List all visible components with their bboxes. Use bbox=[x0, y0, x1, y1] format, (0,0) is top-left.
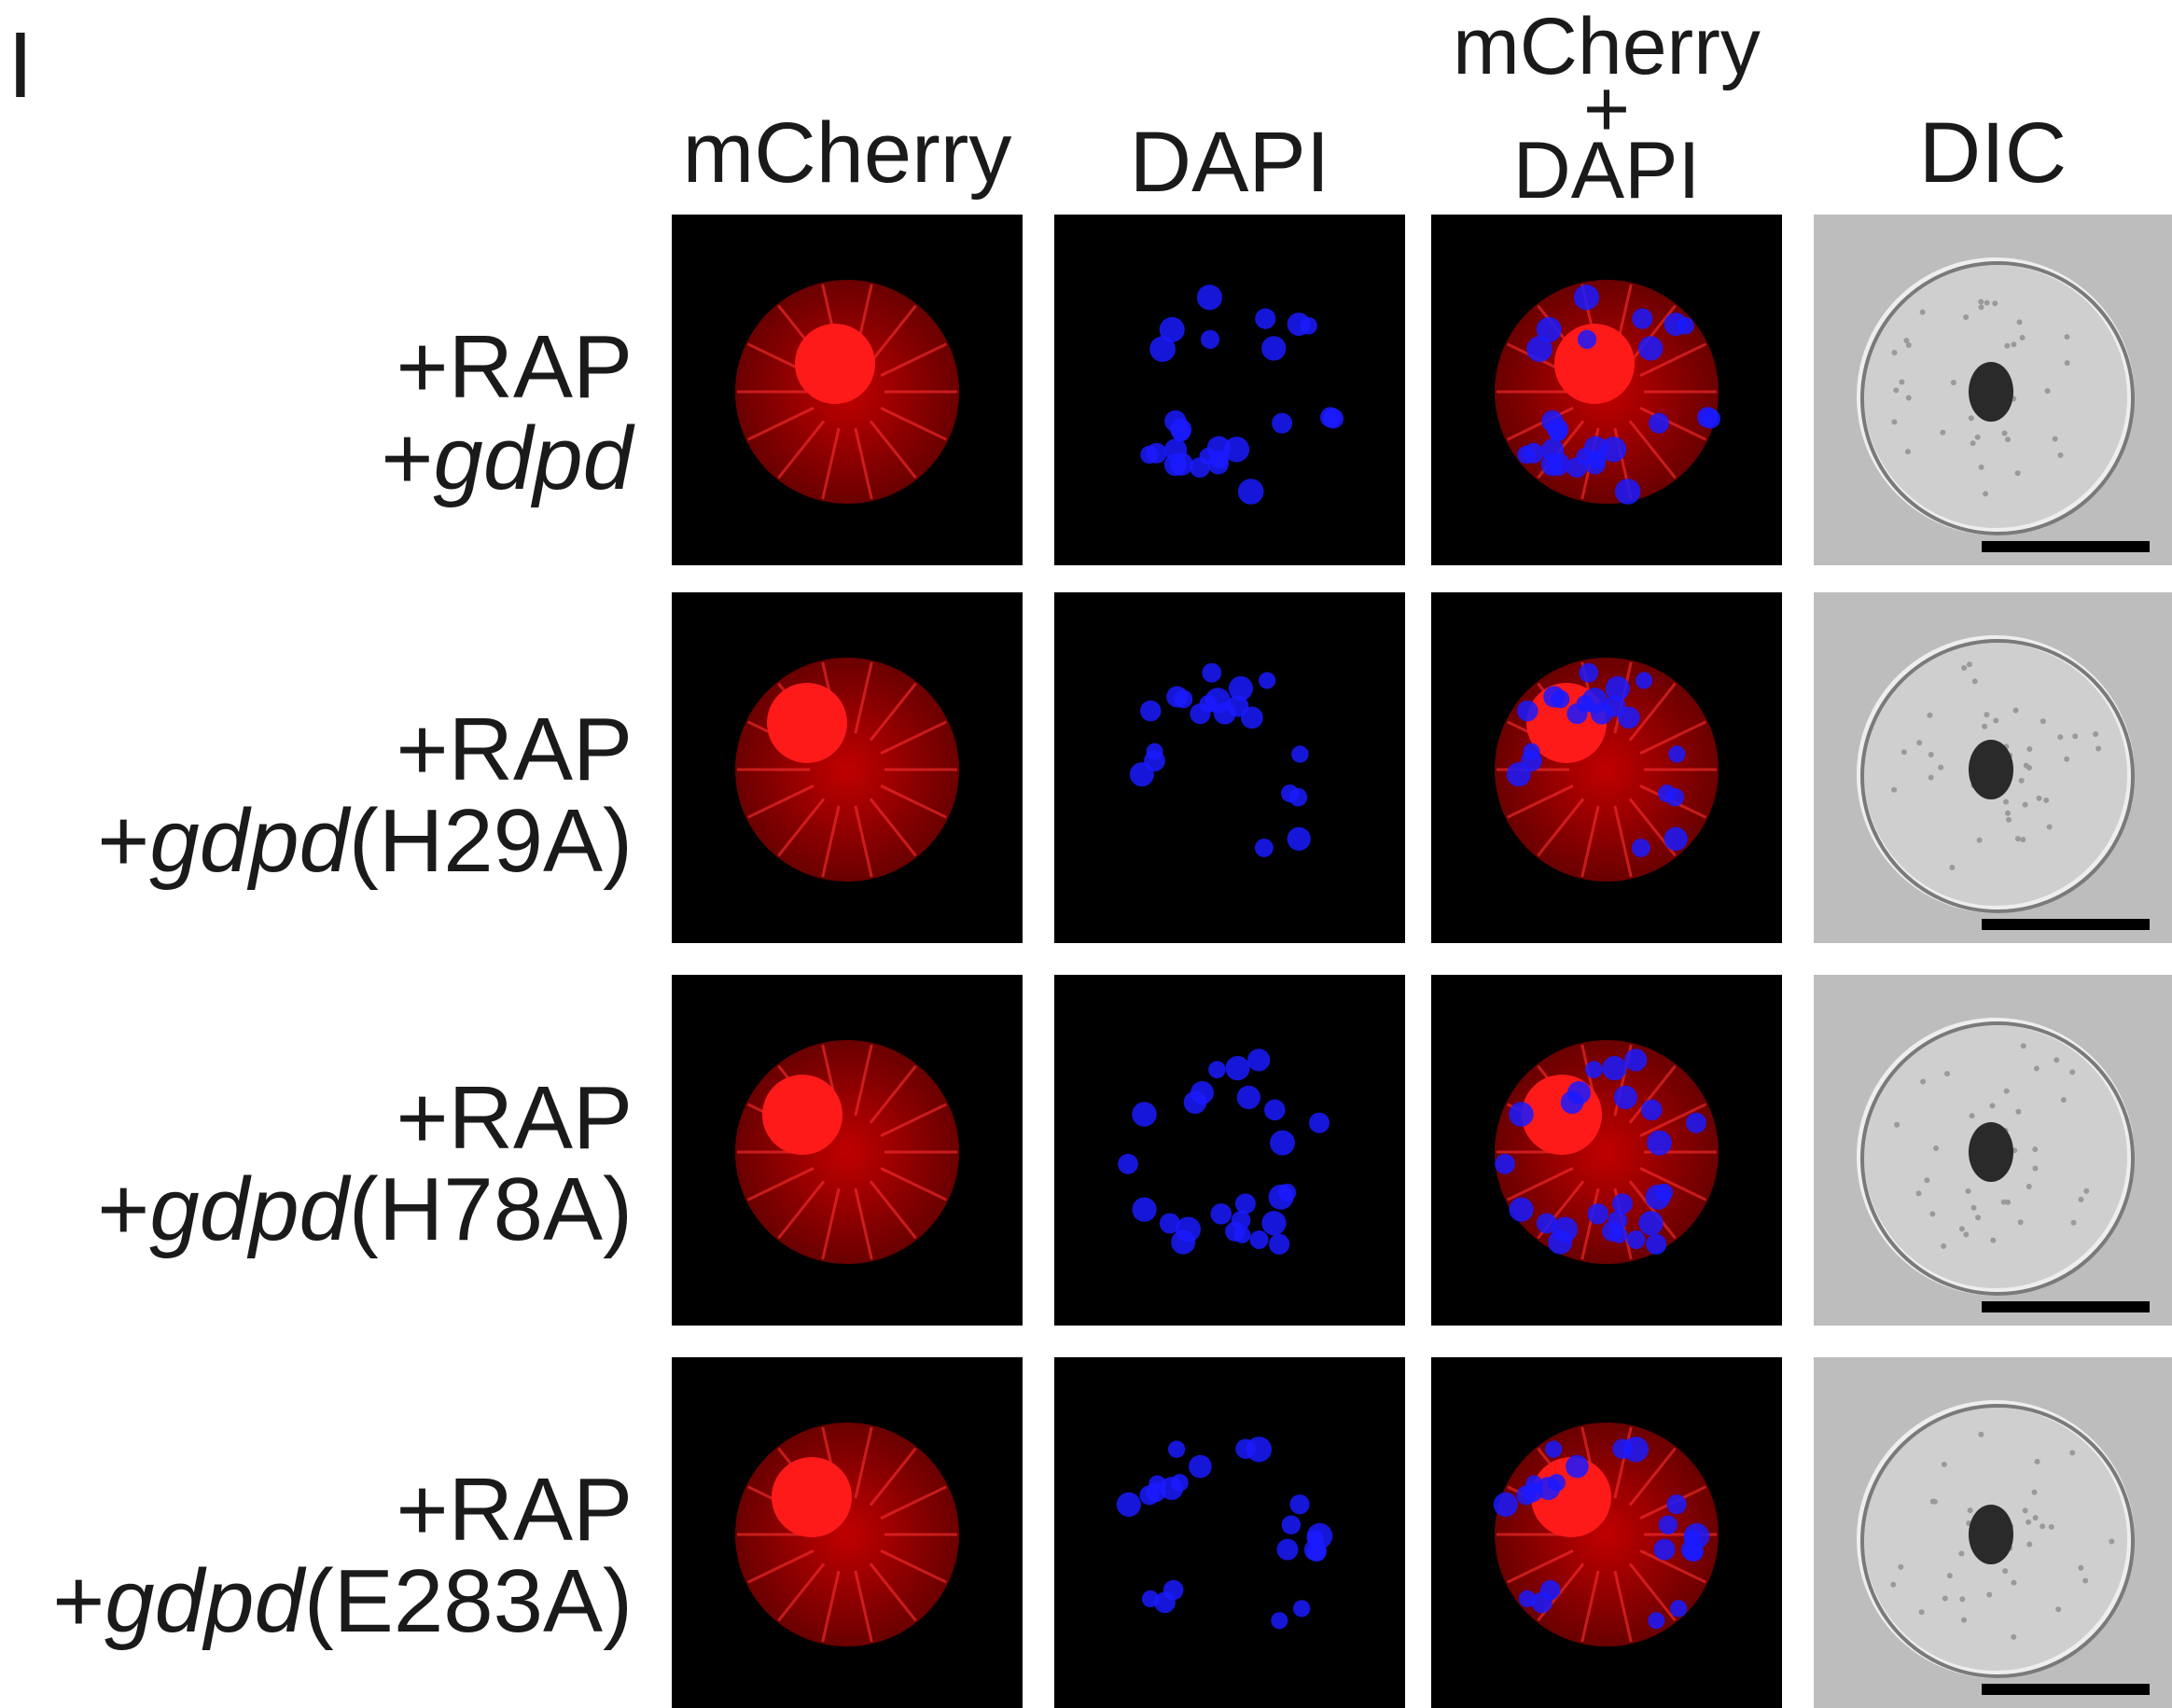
micrograph-dic-row-1 bbox=[1814, 215, 2172, 565]
panel-letter: I bbox=[7, 13, 34, 118]
micrograph-dapi-row-1 bbox=[1054, 215, 1405, 565]
micrograph-dapi-row-3 bbox=[1054, 975, 1405, 1326]
gene-name: gdpd bbox=[149, 790, 349, 891]
row-label-3: +RAP +gdpd(H78A) bbox=[97, 1073, 633, 1256]
gene-name: gdpd bbox=[149, 1159, 349, 1259]
micrograph-merge-row-4 bbox=[1431, 1357, 1782, 1708]
micrograph-mcherry-row-1 bbox=[672, 215, 1023, 565]
micrograph-merge-row-3 bbox=[1431, 975, 1782, 1326]
micrograph-dic-row-2 bbox=[1814, 592, 2172, 943]
scale-bar bbox=[1982, 1684, 2150, 1695]
scale-bar bbox=[1982, 1301, 2150, 1312]
row-label-4-line2: +gdpd(E283A) bbox=[52, 1550, 633, 1651]
column-header-merge: mCherry + DAPI bbox=[1431, 2, 1782, 216]
micrograph-mcherry-row-2 bbox=[672, 592, 1023, 943]
micrograph-merge-row-1 bbox=[1431, 215, 1782, 565]
column-header-dapi: DAPI bbox=[1129, 115, 1330, 210]
row-label-3-line1: +RAP bbox=[396, 1068, 633, 1168]
micrograph-mcherry-row-4 bbox=[672, 1357, 1023, 1708]
row-label-2: +RAP +gdpd(H29A) bbox=[97, 704, 633, 887]
row-label-1-line1: +RAP bbox=[396, 317, 633, 417]
row-label-1: +RAP +gdpd bbox=[381, 322, 633, 505]
row-label-3-line2: +gdpd(H78A) bbox=[97, 1159, 633, 1259]
scale-bar bbox=[1982, 919, 2150, 930]
micrograph-mcherry-row-3 bbox=[672, 975, 1023, 1326]
row-label-2-line2: +gdpd(H29A) bbox=[97, 790, 633, 891]
gene-name: gdpd bbox=[433, 408, 633, 508]
micrograph-dic-row-3 bbox=[1814, 975, 2172, 1326]
row-label-4: +RAP +gdpd(E283A) bbox=[52, 1465, 633, 1647]
micrograph-dic-row-4 bbox=[1814, 1357, 2172, 1708]
micrograph-dapi-row-4 bbox=[1054, 1357, 1405, 1708]
row-label-1-line2: +gdpd bbox=[381, 408, 633, 508]
merge-header-line1: mCherry bbox=[1453, 2, 1761, 91]
merge-header-line3: DAPI bbox=[1512, 126, 1701, 216]
row-label-2-line1: +RAP bbox=[396, 700, 633, 799]
micrograph-dapi-row-2 bbox=[1054, 592, 1405, 943]
column-header-mcherry: mCherry bbox=[682, 105, 1012, 201]
micrograph-merge-row-2 bbox=[1431, 592, 1782, 943]
gene-name: gdpd bbox=[104, 1550, 304, 1651]
scale-bar bbox=[1982, 541, 2150, 552]
row-label-4-line1: +RAP bbox=[396, 1460, 633, 1560]
column-header-dic: DIC bbox=[1918, 105, 2068, 201]
